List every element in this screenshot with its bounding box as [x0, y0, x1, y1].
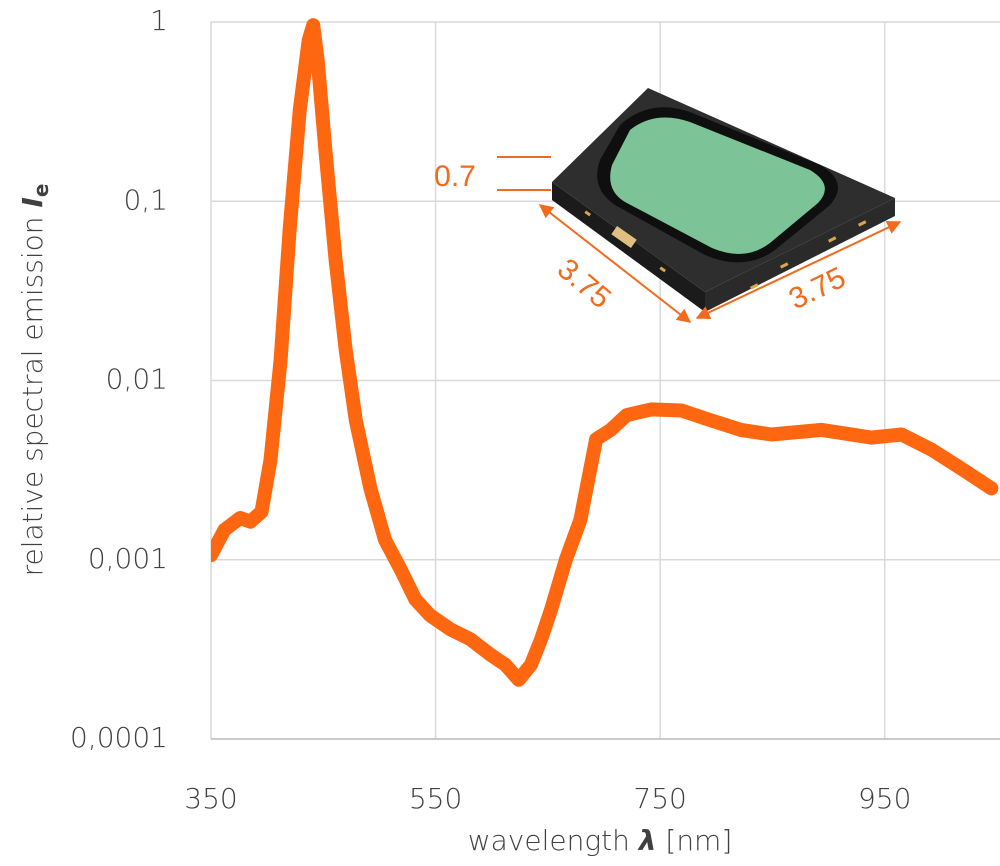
x-axis-label: wavelength λ [nm]: [468, 824, 733, 857]
annotation: 3.75: [551, 252, 617, 315]
y-tick-label: 0,01: [106, 363, 168, 396]
y-tick-label: 1: [150, 4, 168, 37]
y-axis-label: relative spectral emission Ie: [16, 184, 53, 577]
page: 0,0001 0,001 0,01 0,1 1 350 550 750 950 0.7 3.75…: [0, 0, 1000, 866]
y-label-symbol: I: [16, 197, 49, 207]
x-tick-label: 950: [858, 782, 911, 815]
chart: 0,0001 0,001 0,01 0,1 1 350 550 750 950 0.7 3.75…: [0, 0, 1000, 866]
y-tick-label: 0,1: [123, 183, 168, 216]
ticks: 0,0001 0,001 0,01 0,1 1 350 550 750 950: [70, 4, 911, 815]
y-label-text: relative spectral emission: [16, 216, 49, 576]
x-label-text: wavelength: [468, 824, 630, 857]
x-label-symbol: λ: [637, 824, 657, 857]
annotation: 0.7: [434, 160, 476, 193]
x-tick-label: 550: [409, 782, 462, 815]
annotation: 3.75: [784, 261, 851, 316]
y-label-subscript: e: [29, 184, 53, 198]
x-tick-label: 350: [184, 782, 237, 815]
y-tick-label: 0,001: [88, 542, 168, 575]
x-label-unit: [nm]: [665, 824, 732, 857]
x-tick-label: 750: [633, 782, 686, 815]
y-tick-label: 0,0001: [70, 721, 168, 754]
spectrum-line: [211, 25, 991, 680]
